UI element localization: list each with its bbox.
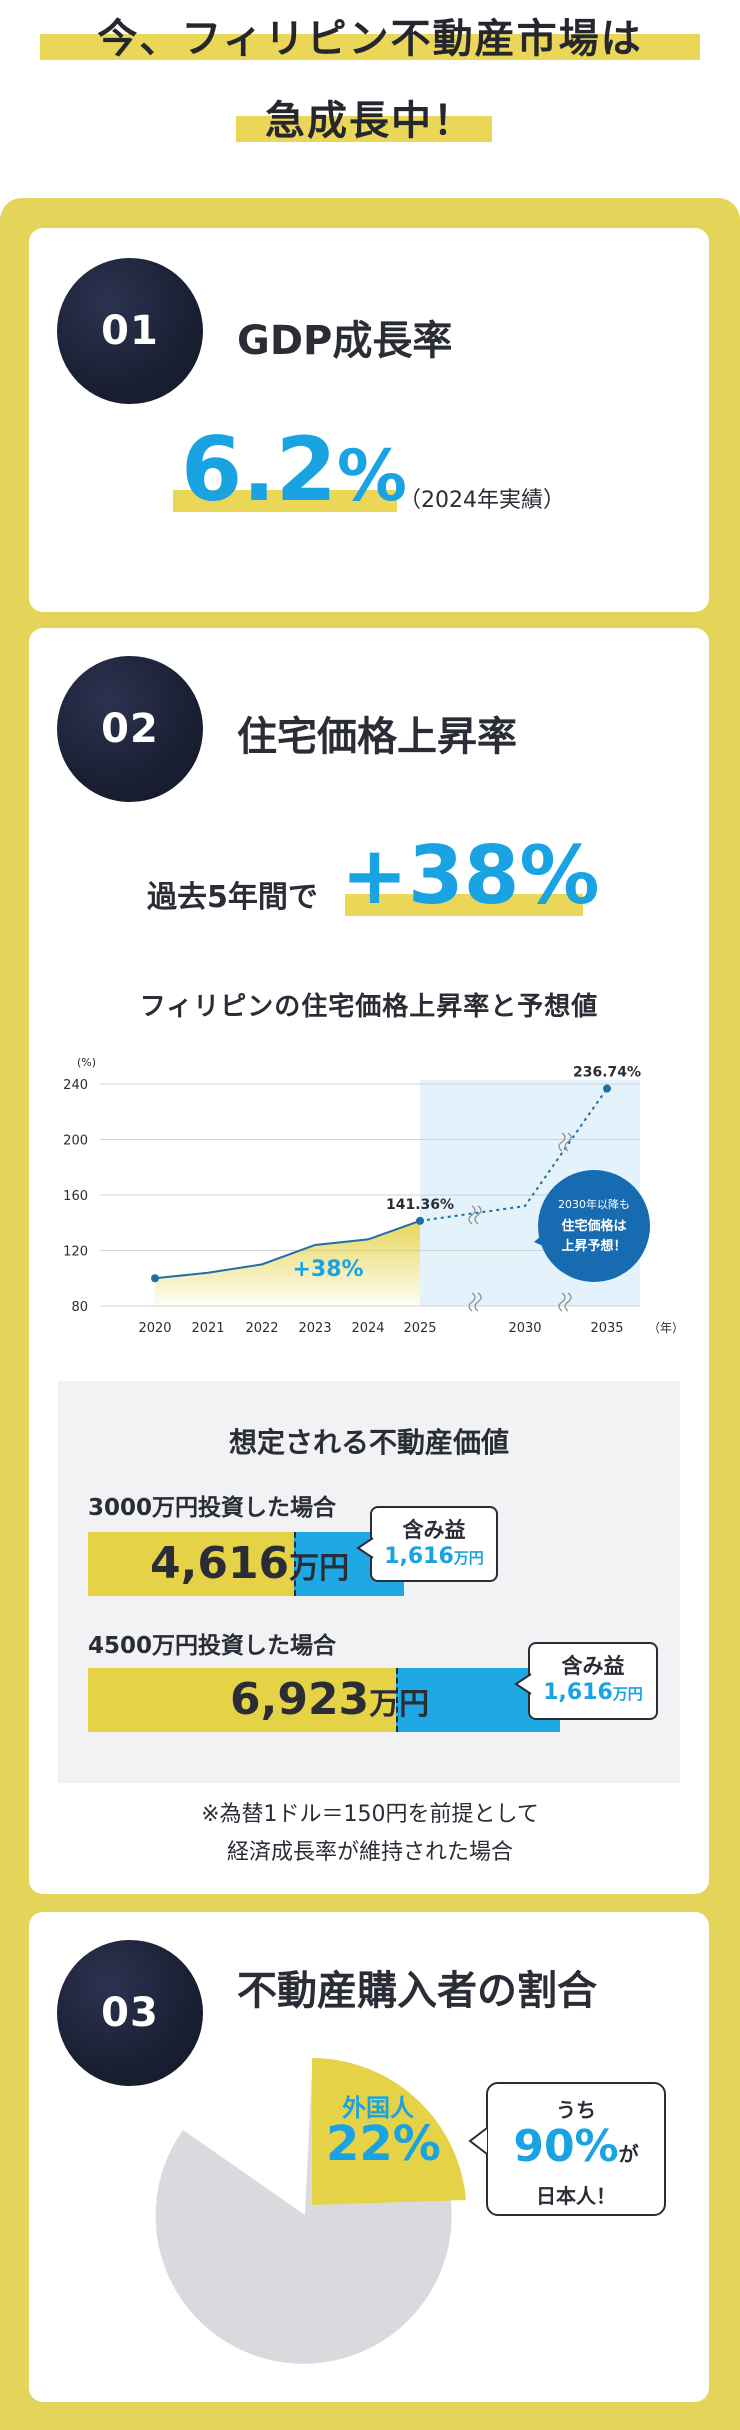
- growth-area: [155, 1220, 420, 1306]
- x-unit-label: （年）: [648, 1321, 684, 1335]
- y-tick-label: 160: [63, 1189, 88, 1204]
- case-1-gain-value: 1,616万円: [384, 1544, 484, 1569]
- gdp-card: 01 GDP成長率 6.2% （2024年実績）: [29, 228, 709, 612]
- case-2-label: 4500万円投資した場合: [88, 1633, 337, 1659]
- headline-line-1: 今、フィリピン不動産市場は: [97, 16, 643, 62]
- x-tick-label: 2025: [403, 1321, 436, 1336]
- housing-value: +38%: [341, 829, 600, 922]
- y-tick-label: 80: [71, 1300, 88, 1315]
- case-1-label: 3000万円投資した場合: [88, 1495, 337, 1521]
- pie-slice-foreign: [312, 2058, 466, 2205]
- gdp-note: （2024年実績）: [399, 488, 565, 513]
- headline-highlight-2: [236, 116, 492, 142]
- foreign-value: 22%: [326, 2116, 441, 2172]
- x-tick-label: 2023: [298, 1321, 331, 1336]
- axis-break-mark: [468, 1205, 476, 1225]
- data-point-2020: [151, 1274, 159, 1283]
- bubble-line-3: 上昇予想！: [561, 1238, 626, 1254]
- bubble-line-1: 2030年以降も: [558, 1197, 630, 1211]
- axis-break-mark: [474, 1292, 482, 1312]
- section-badge-02: 02: [57, 656, 203, 802]
- gdp-title: GDP成長率: [237, 318, 453, 364]
- x-tick-label: 2021: [191, 1321, 224, 1336]
- bubble-line-2: 住宅価格は: [561, 1218, 626, 1234]
- case-1-amount: 4,616万円: [150, 1538, 350, 1589]
- housing-price-chart: 80 120 160 200 240 (%) 2020 2021 2022 2023 2024 202…: [63, 1056, 684, 1336]
- forecast-bubble-tail: [534, 1230, 552, 1250]
- chart-title: フィリピンの住宅価格上昇率と予想値: [139, 992, 599, 1022]
- housing-value-highlight: [345, 894, 583, 916]
- data-point-2025: [416, 1216, 424, 1225]
- case-2-gain-value: 1,616万円: [543, 1680, 643, 1705]
- label-2035-value: 236.74%: [573, 1065, 641, 1081]
- y-unit-label: (%): [77, 1056, 96, 1069]
- gdp-value-highlight: [173, 490, 397, 512]
- gdp-value: 6.2%: [181, 418, 408, 521]
- japanese-callout-tail: [468, 2127, 488, 2155]
- footnote-line-2: 経済成長率が維持された場合: [226, 1840, 513, 1865]
- buyers-pie-chart: [155, 2058, 466, 2364]
- japanese-callout: うち 90%が 日本人！: [486, 2082, 666, 2216]
- y-tick-label: 200: [63, 1134, 88, 1149]
- housing-title: 住宅価格上昇率: [237, 714, 517, 760]
- x-tick-label: 2030: [508, 1321, 541, 1336]
- japanese-callout-value: 90%が: [513, 2121, 639, 2172]
- x-tick-label: 2035: [590, 1321, 623, 1336]
- case-1-callout-tail: [356, 1537, 374, 1559]
- headline-highlight-1: [40, 34, 700, 60]
- section-badge-03: 03: [57, 1940, 203, 2086]
- x-tick-label: 2020: [138, 1321, 171, 1336]
- forecast-series-line: [419, 1087, 608, 1222]
- case-1-gain-callout: 含み益 1,616万円: [370, 1506, 498, 1582]
- case-2-base-bar: [88, 1668, 396, 1732]
- forecast-bubble: [538, 1170, 650, 1282]
- case-2-callout-tail: [514, 1673, 532, 1695]
- axis-break-mark: [474, 1205, 482, 1225]
- actual-series-line: [154, 1219, 421, 1280]
- case-1-base-bar: [88, 1532, 294, 1596]
- x-tick-label: 2022: [245, 1321, 278, 1336]
- data-point-2035: [603, 1084, 611, 1093]
- y-tick-label: 120: [63, 1245, 88, 1260]
- axis-break-mark: [564, 1292, 572, 1312]
- axis-break-mark: [558, 1292, 566, 1312]
- section-badge-01: 01: [57, 258, 203, 404]
- case-2-gain-callout: 含み益 1,616万円: [528, 1642, 658, 1720]
- label-2025-value: 141.36%: [386, 1197, 454, 1213]
- buyers-title: 不動産購入者の割合: [237, 1968, 597, 2014]
- y-tick-label: 240: [63, 1078, 88, 1093]
- x-tick-label: 2024: [351, 1321, 384, 1336]
- growth-label: +38%: [292, 1257, 363, 1282]
- axis-break-mark: [558, 1132, 566, 1152]
- footnote-line-1: ※為替1ドル＝150円を前提として: [201, 1802, 539, 1827]
- foreign-label: 外国人: [342, 2094, 414, 2122]
- housing-lead: 過去5年間で: [147, 880, 318, 915]
- headline-line-2: 急成長中！: [265, 98, 475, 144]
- axis-break-mark: [564, 1132, 572, 1152]
- property-value-title: 想定される不動産価値: [228, 1426, 509, 1459]
- case-2-amount: 6,923万円: [230, 1674, 430, 1725]
- axis-break-mark: [468, 1292, 476, 1312]
